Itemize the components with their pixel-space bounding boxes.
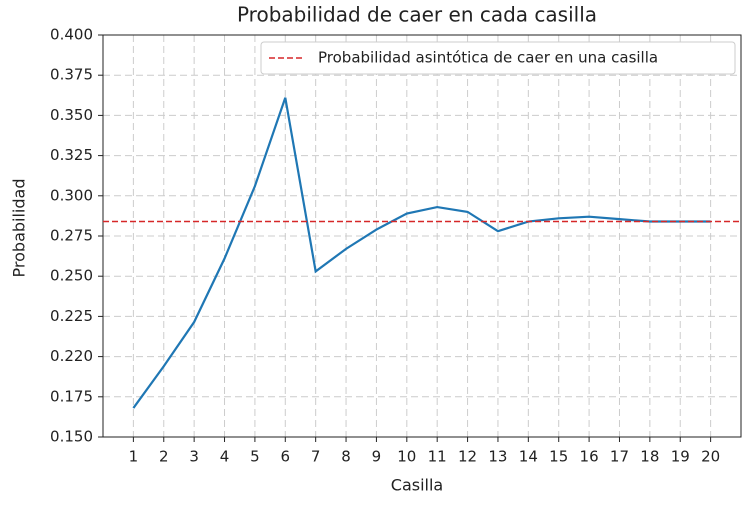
x-tick-label: 18 [640, 448, 659, 466]
y-tick-label: 0.350 [50, 106, 93, 124]
y-tick-label: 0.275 [50, 227, 93, 245]
y-tick-label: 0.150 [50, 428, 93, 446]
x-tick-label: 5 [250, 448, 260, 466]
x-tick-label: 15 [549, 448, 568, 466]
x-tick-label: 10 [397, 448, 416, 466]
x-axis-label: Casilla [391, 476, 443, 495]
x-tick-label: 14 [519, 448, 538, 466]
x-tick-label: 12 [458, 448, 477, 466]
x-tick-label: 1 [129, 448, 139, 466]
data-line [132, 97, 711, 409]
x-tick-label: 3 [189, 448, 199, 466]
x-tick-label: 19 [671, 448, 690, 466]
x-tick-label: 13 [488, 448, 507, 466]
y-tick-label: 0.250 [50, 267, 93, 285]
x-tick-label: 20 [701, 448, 720, 466]
x-tick-label: 11 [428, 448, 447, 466]
x-tick-label: 7 [311, 448, 321, 466]
y-tick-label: 0.375 [50, 66, 93, 84]
y-tick-label: 0.225 [50, 307, 93, 325]
x-tick-label: 4 [220, 448, 230, 466]
y-tick-label: 0.175 [50, 387, 93, 405]
chart-title: Probabilidad de caer en cada casilla [237, 3, 597, 27]
legend-box [260, 41, 736, 75]
y-tick-label: 0.300 [50, 186, 93, 204]
x-tick-label: 9 [372, 448, 382, 466]
y-tick-label: 0.325 [50, 146, 93, 164]
y-tick-label: 0.220 [50, 347, 93, 365]
x-tick-label: 2 [159, 448, 169, 466]
plot-frame [102, 34, 742, 438]
x-tick-label: 16 [580, 448, 599, 466]
x-tick-label: 6 [281, 448, 291, 466]
x-tick-label: 8 [341, 448, 351, 466]
x-tick-label: 17 [610, 448, 629, 466]
legend-label: Probabilidad asintótica de caer en una c… [318, 49, 658, 67]
y-axis-label: Probabilidad [10, 179, 29, 278]
y-tick-label: 0.400 [50, 26, 93, 44]
